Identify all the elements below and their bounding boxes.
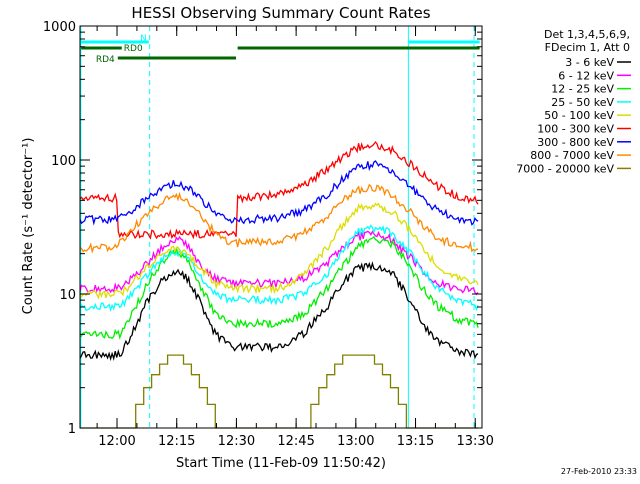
series-line-25-50-kev [79, 224, 479, 312]
x-tick-label-1330: 13:30 [456, 434, 493, 449]
x-tick-label-1245: 12:45 [277, 434, 314, 449]
series-line-3-6-kev [79, 261, 479, 362]
legend: Det 1,3,4,5,6,9, FDecim 1, Att 0 3 - 6 k… [516, 28, 631, 175]
series-layer [79, 26, 479, 429]
legend-label-800-7000-kev: 800 - 7000 keV [530, 149, 614, 162]
x-tick-label-1200: 12:00 [98, 434, 135, 449]
x-tick-label-1300: 13:00 [337, 434, 374, 449]
legend-label-100-300-kev: 100 - 300 keV [537, 123, 614, 136]
series-line-7000-20000-kev [80, 354, 478, 429]
legend-header-line-1: Det 1,3,4,5,6,9, [544, 28, 630, 41]
series-line-50-100-kev [79, 202, 479, 300]
series-line-100-300-kev [79, 140, 479, 240]
legend-label-25-50-kev: 25 - 50 keV [551, 96, 614, 109]
x-tick-label-1315: 13:15 [397, 434, 434, 449]
series-line-300-800-kev [79, 160, 479, 226]
x-tick-label-1215: 12:15 [158, 434, 195, 449]
flag-label-n: N [140, 34, 147, 44]
flag-label-rd0: RD0 [124, 44, 143, 54]
y-tick-label-10: 10 [59, 288, 76, 303]
legend-label-3-6-kev: 3 - 6 keV [565, 56, 614, 69]
series-line-800-7000-kev [79, 183, 479, 254]
legend-label-12-25-kev: 12 - 25 keV [551, 83, 614, 96]
legend-label-300-800-kev: 300 - 800 keV [537, 136, 614, 149]
plot-frame [79, 25, 483, 429]
legend-label-7000-20000-kev: 7000 - 20000 keV [516, 162, 614, 175]
y-tick-label-100: 100 [51, 154, 76, 169]
series-line-6-12-kev [79, 230, 479, 296]
chart-title: HESSI Observing Summary Count Rates [131, 4, 430, 22]
y-tick-label-1: 1 [68, 422, 76, 437]
series-line-12-25-kev [79, 236, 479, 340]
x-tick-label-1230: 12:30 [218, 434, 255, 449]
y-tick-label-1000: 1000 [43, 20, 76, 35]
axes-layer: 1 10 100 1000 12:00 12:15 12:30 12:45 13:00 13:15… [43, 20, 494, 449]
legend-label-6-12-kev: 6 - 12 keV [558, 69, 614, 82]
x-axis-label: Start Time (11-Feb-09 11:50:42) [176, 456, 386, 471]
legend-label-50-100-kev: 50 - 100 keV [544, 109, 614, 122]
legend-header-line-2: FDecim 1, Att 0 [545, 41, 630, 54]
y-axis-label: Count Rate (s⁻¹ detector⁻¹) [21, 138, 36, 315]
flag-label-rd4: RD4 [96, 55, 115, 65]
footer-date: 27-Feb-2010 23:33 [561, 467, 637, 476]
